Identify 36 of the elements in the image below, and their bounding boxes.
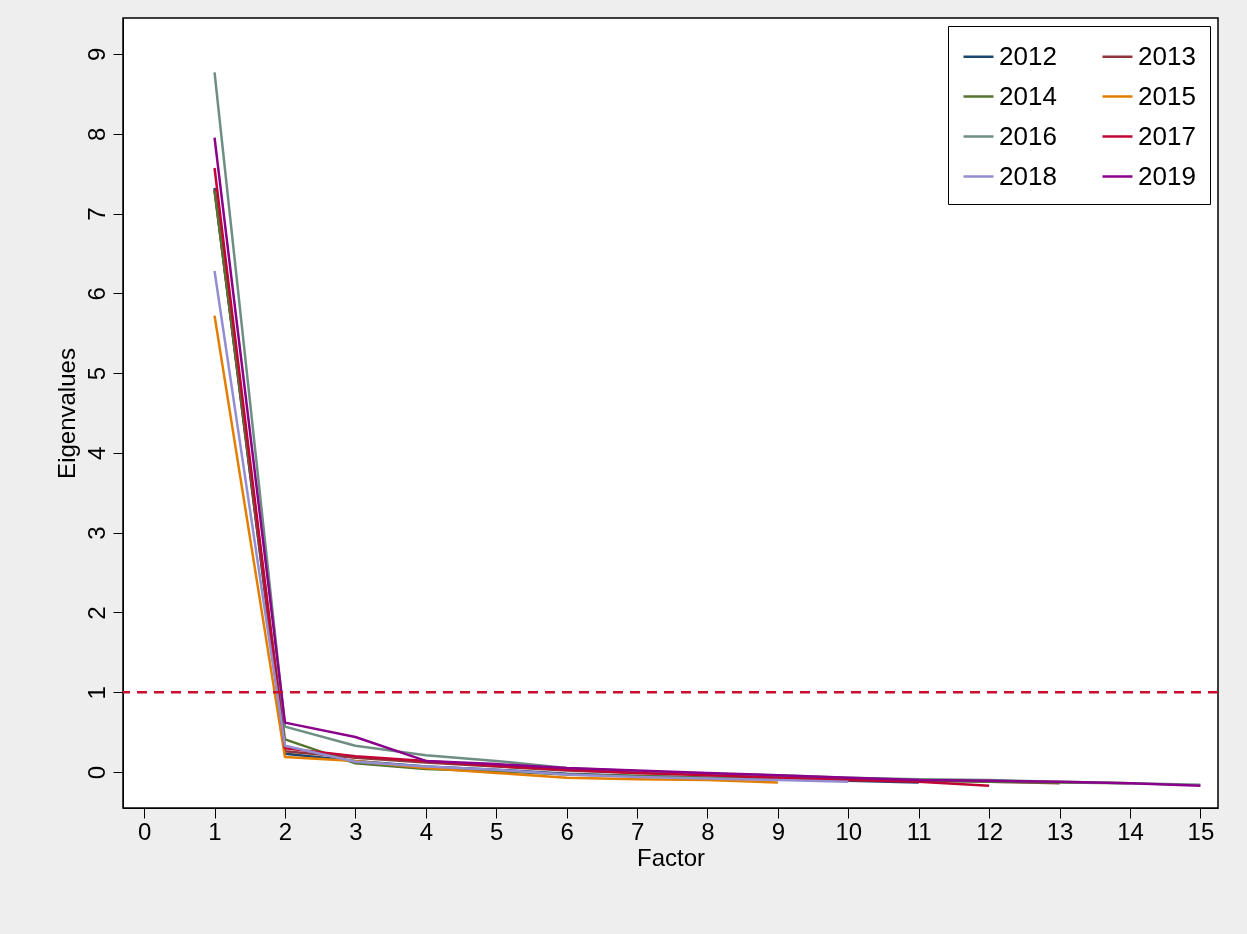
x-axis-title: Factor <box>636 843 706 871</box>
legend-label: 2012 <box>999 40 1057 71</box>
y-tick-label: 1 <box>82 686 110 700</box>
y-tick-label: 0 <box>82 765 110 780</box>
x-tick-label: 9 <box>771 817 786 845</box>
x-tick-label: 3 <box>349 817 363 845</box>
y-tick-label: 2 <box>82 606 110 620</box>
legend-label: 2019 <box>1138 160 1196 191</box>
x-tick-label: 12 <box>976 817 1003 845</box>
y-tick-label: 9 <box>82 47 110 62</box>
y-tick-label: 5 <box>82 366 110 381</box>
legend-label: 2014 <box>999 80 1057 111</box>
legend-label: 2015 <box>1138 80 1196 111</box>
y-tick-label: 6 <box>82 287 110 301</box>
x-tick-label: 11 <box>906 817 932 845</box>
x-tick-label: 6 <box>560 817 574 845</box>
legend-label: 2017 <box>1138 120 1196 151</box>
legend-label: 2013 <box>1138 40 1196 71</box>
y-tick-label: 3 <box>82 526 110 540</box>
y-tick-label: 4 <box>82 446 110 461</box>
x-tick-label: 5 <box>490 817 504 845</box>
x-tick-label: 14 <box>1117 817 1144 845</box>
x-tick-label: 15 <box>1187 817 1215 845</box>
x-tick-label: 2 <box>278 817 293 845</box>
y-tick-label: 7 <box>82 207 110 221</box>
x-tick-label: 13 <box>1046 817 1074 845</box>
x-tick-label: 1 <box>208 817 222 845</box>
y-tick-label: 8 <box>82 127 110 141</box>
legend-label: 2016 <box>999 120 1057 151</box>
x-tick-label: 10 <box>835 817 863 845</box>
y-axis-title: Eigenvalues <box>52 348 80 479</box>
x-tick-label: 0 <box>137 817 152 845</box>
x-tick-label: 8 <box>701 817 715 845</box>
x-tick-label: 4 <box>419 817 433 845</box>
x-tick-label: 7 <box>630 817 645 845</box>
legend-label: 2018 <box>999 160 1057 191</box>
